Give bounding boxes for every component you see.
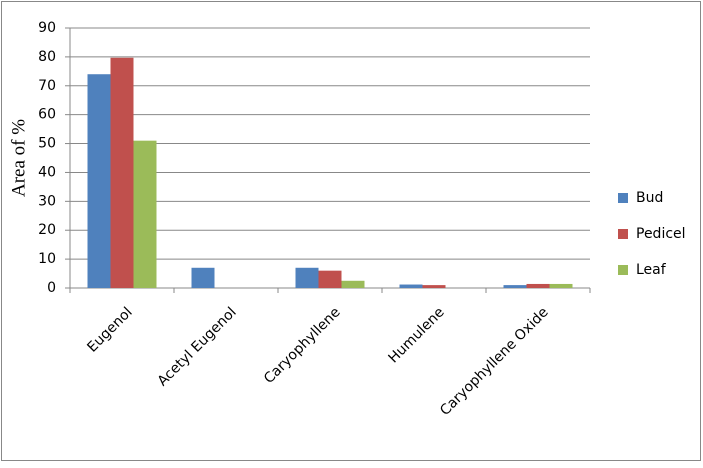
legend-swatch	[618, 229, 628, 239]
bar	[318, 270, 342, 288]
y-tick-label: 0	[47, 280, 56, 296]
y-tick-label: 70	[38, 78, 56, 94]
bar	[399, 284, 423, 288]
y-tick-label: 90	[38, 20, 56, 36]
legend-swatch	[618, 193, 628, 203]
bar	[549, 283, 573, 288]
bar	[191, 267, 215, 288]
legend-label: Bud	[636, 190, 663, 206]
y-tick-label: 20	[38, 222, 56, 238]
legend-label: Leaf	[636, 262, 667, 278]
y-tick-label: 10	[38, 251, 56, 267]
bar	[422, 285, 446, 288]
y-tick-label: 60	[38, 107, 56, 123]
bar	[503, 285, 527, 288]
bar	[526, 283, 550, 288]
y-tick-label: 50	[38, 136, 56, 152]
bar	[87, 74, 111, 288]
y-tick-label: 30	[38, 193, 56, 209]
legend-label: Pedicel	[636, 226, 686, 242]
y-axis-title: Area of %	[8, 119, 29, 197]
y-tick-label: 40	[38, 164, 56, 180]
bar	[295, 267, 319, 288]
legend-swatch	[618, 265, 628, 275]
bar	[133, 140, 157, 288]
bar	[110, 57, 134, 288]
bar	[341, 280, 365, 288]
y-tick-label: 80	[38, 49, 56, 65]
